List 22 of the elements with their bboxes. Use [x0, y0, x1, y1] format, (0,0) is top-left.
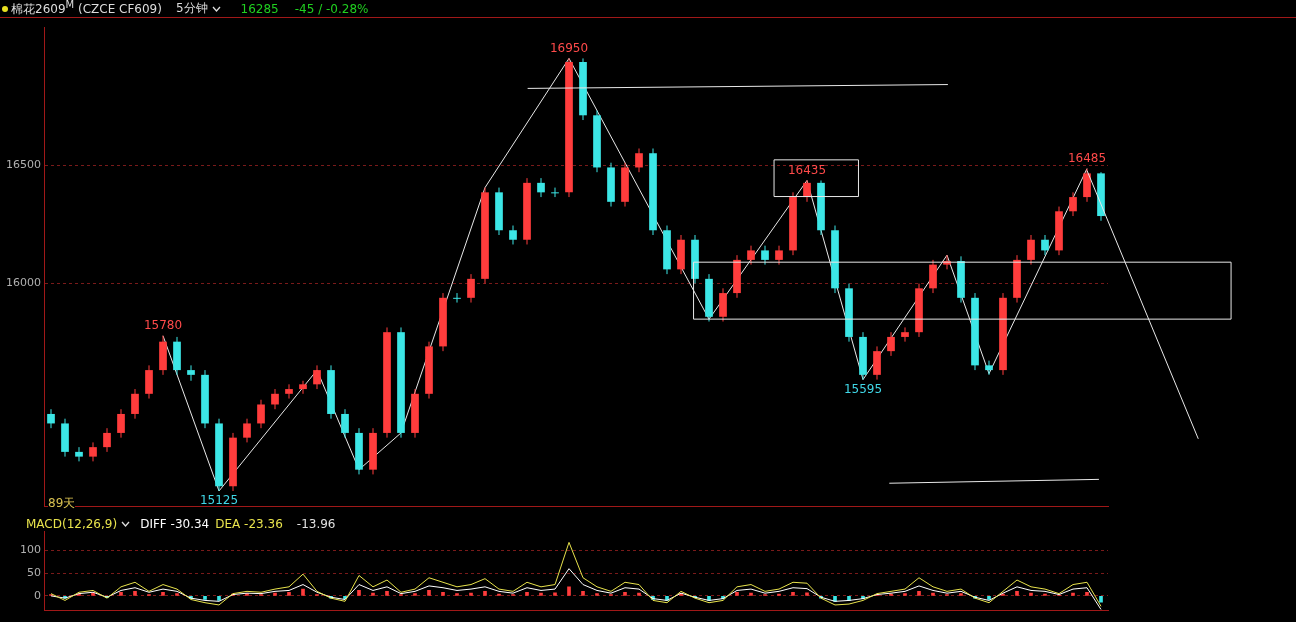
chart-subtitle: 5分钟 [175, 0, 208, 17]
annotation: 15595 [843, 381, 883, 396]
annotation: 15125 [199, 493, 239, 508]
annotation: -30.34 [170, 517, 210, 531]
annotation: -23.36 [244, 517, 283, 531]
text: DEA [215, 517, 241, 531]
chart-title: MACD(12,26,9) [26, 517, 118, 531]
text: 16285 [240, 1, 279, 16]
chart-title: 棉花2609$^{M}$ (CZCE CF609) [11, 0, 162, 18]
annotation: 16950 [549, 40, 589, 55]
y-tick-label: 100 [20, 543, 41, 557]
y-tick-label: 16500 [6, 157, 41, 171]
annotation: -13.96 [296, 517, 336, 531]
y-tick-label: 0 [34, 588, 41, 602]
text: DIFF [140, 517, 167, 531]
y-tick-label: 50 [27, 566, 41, 580]
annotation: 15780 [143, 317, 183, 332]
annotation: 16485 [1067, 150, 1107, 165]
annotation: 89天 [48, 496, 76, 510]
text: -45 / -0.28% [294, 1, 369, 16]
annotation: 16435 [787, 162, 827, 177]
y-tick-label: 16000 [6, 276, 41, 290]
